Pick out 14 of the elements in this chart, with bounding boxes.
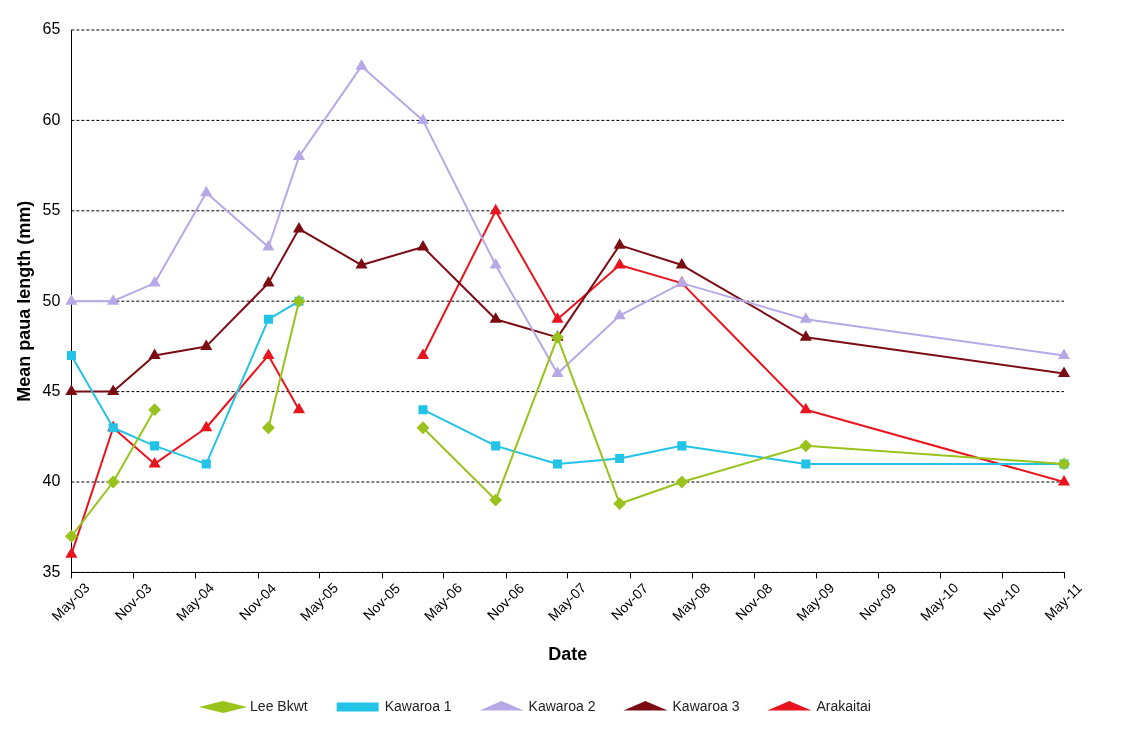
y-tick-label: 60 xyxy=(42,110,61,128)
x-axis-title: Date xyxy=(548,644,588,665)
y-tick-label: 45 xyxy=(42,382,61,400)
legend-label: Kawaroa 1 xyxy=(384,697,452,714)
y-tick-label: 65 xyxy=(42,20,61,38)
legend-label: Arakaitai xyxy=(816,697,871,714)
legend-label: Kawaroa 3 xyxy=(672,697,740,714)
legend-label: Kawaroa 2 xyxy=(528,697,596,714)
y-axis-title: Mean paua length (mm) xyxy=(13,200,34,402)
y-tick-label: 55 xyxy=(42,201,61,219)
legend-label: Lee Bkwt xyxy=(250,697,308,714)
y-tick-label: 50 xyxy=(42,291,61,309)
y-tick-label: 35 xyxy=(42,562,61,580)
y-tick-label: 40 xyxy=(42,472,61,490)
